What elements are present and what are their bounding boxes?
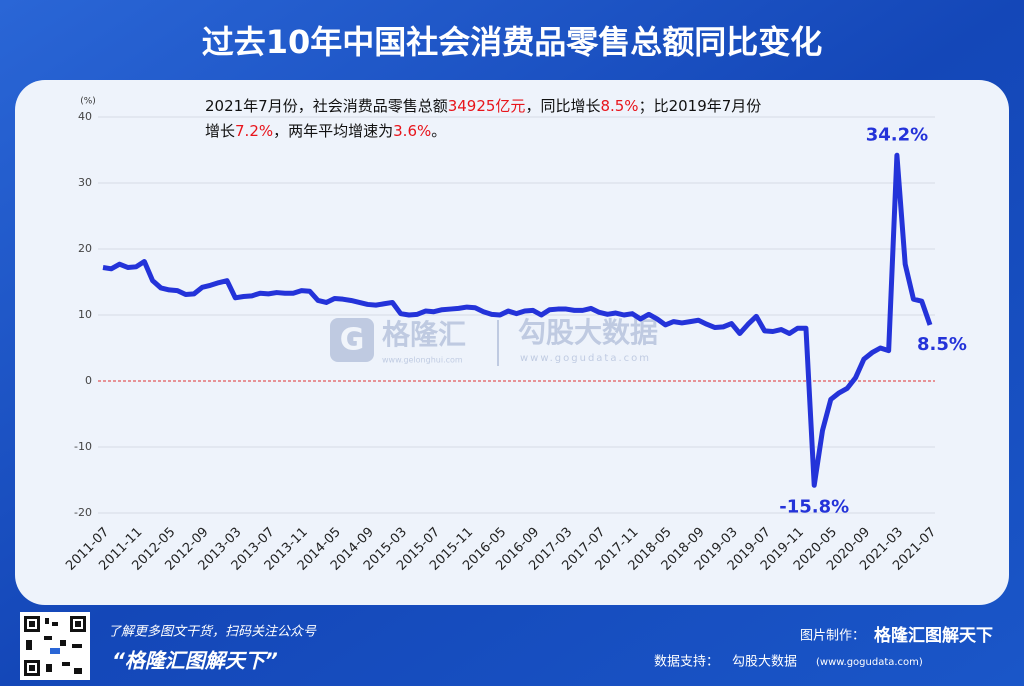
annotation-line: 增长7.2%，两年平均增速为3.6%。 [205,122,446,140]
annotation-segment: 3.6% [393,122,431,140]
annotation-segment: 增长 [205,122,235,140]
annotation: 2021年7月份，社会消费品零售总额34925亿元，同比增长8.5%；比2019… [205,97,761,140]
watermark-logo [330,318,374,362]
annotation-segment: ，两年平均增速为 [273,122,393,140]
watermark: G 格隆汇 www.gelonghui.com 勾股大数据 www.goguda… [330,316,658,366]
y-tick-label: 30 [78,176,92,189]
footer-account: “格隆汇图解天下” [112,649,278,673]
annotation-segment: ；比2019年7月份 [639,97,762,115]
watermark-brand-url: www.gelonghui.com [382,356,463,365]
annotation-segment: 34925亿元 [448,97,526,115]
watermark-partner-url: www.gogudata.com [520,353,651,364]
y-tick-label: -20 [74,506,92,519]
value-label: -15.8% [779,496,849,517]
annotation-segment: ，同比增长 [525,97,600,115]
annotation-segment: 。 [431,122,446,140]
y-tick-label: 10 [78,308,92,321]
y-unit: (%) [80,97,96,107]
data-line [102,152,933,488]
footer-promo: 了解更多图文干货，扫码关注公众号 [108,624,317,640]
made-by: 格隆汇图解天下 [874,625,993,646]
title: 过去10年中国社会消费品零售总额同比变化 [202,23,823,61]
annotation-line: 2021年7月份，社会消费品零售总额34925亿元，同比增长8.5%；比2019… [205,97,761,115]
watermark-logo-letter: G [340,323,365,358]
watermark-brand: 格隆汇 [382,318,466,351]
watermark-partner: 勾股大数据 [518,316,658,349]
y-tick-label: 0 [85,374,92,387]
value-label: 8.5% [917,334,967,355]
y-tick-label: 40 [78,110,92,123]
made-by-label: 图片制作： [800,629,865,644]
annotation-segment: 7.2% [235,122,273,140]
value-label: 34.2% [866,124,928,145]
data-source: 勾股大数据 [732,655,797,670]
y-tick-label: -10 [74,440,92,453]
data-url: (www.gogudata.com) [816,657,923,668]
panel [15,80,1009,605]
annotation-segment: 8.5% [600,97,638,115]
qr-pattern [24,616,86,676]
data-label: 数据支持： [654,655,719,670]
annotation-segment: 2021年7月份，社会消费品零售总额 [205,97,448,115]
y-tick-label: 20 [78,242,92,255]
